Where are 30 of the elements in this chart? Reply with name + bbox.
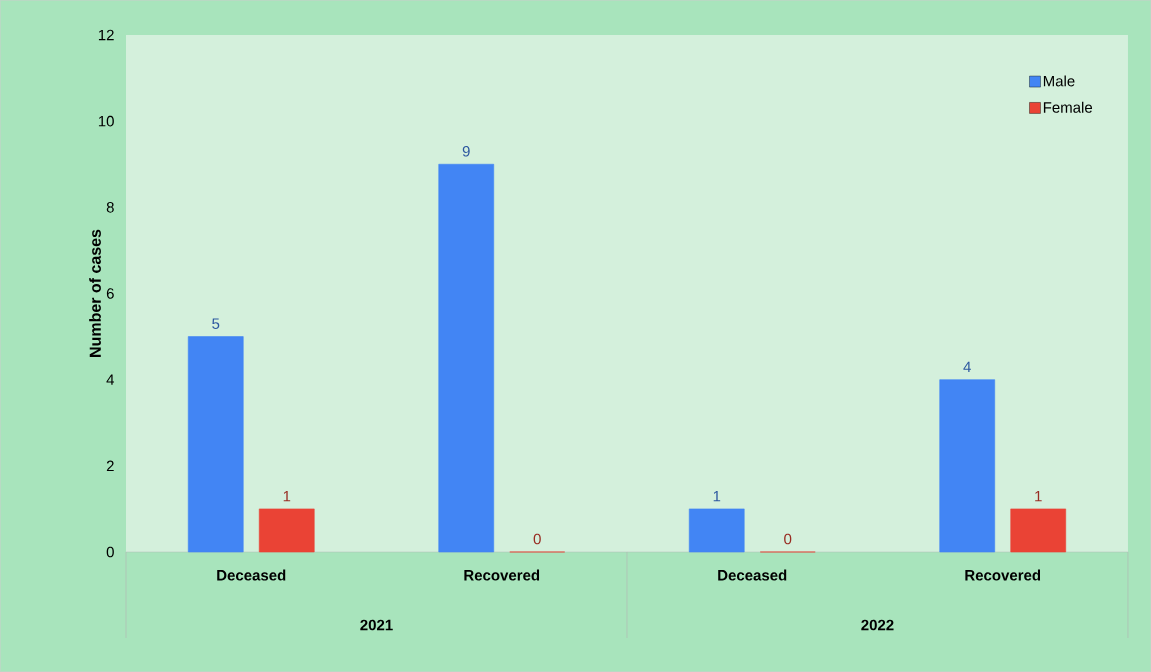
y-axis-title: Number of cases <box>89 229 101 357</box>
y-tick-label: 8 <box>106 202 114 213</box>
y-tick-label: 0 <box>106 546 114 558</box>
legend-label: Male <box>1043 75 1075 87</box>
x-tick-label: Recovered <box>464 569 540 581</box>
x-tick-label: Recovered <box>965 569 1041 581</box>
text: 2021 <box>360 619 393 631</box>
data-label: 0 <box>533 533 541 545</box>
data-label: 1 <box>1035 490 1042 502</box>
bar <box>187 336 244 553</box>
bar <box>939 379 996 553</box>
data-label: 9 <box>462 145 470 157</box>
y-tick-label: 6 <box>106 288 114 299</box>
y-tick-label: 4 <box>106 374 115 385</box>
y-tick-label: 10 <box>98 115 114 127</box>
text: 2022 <box>861 619 894 631</box>
bar <box>258 508 315 553</box>
data-label: 0 <box>784 533 792 545</box>
data-label: 4 <box>963 361 971 373</box>
data-label: 5 <box>212 318 220 329</box>
x-tick-label: Deceased <box>217 569 286 581</box>
x-tick-label: Deceased <box>718 569 787 581</box>
data-label: 1 <box>283 490 291 502</box>
y-tick-label: 2 <box>106 460 114 472</box>
bar <box>688 508 745 553</box>
legend-label: Female <box>1043 101 1093 113</box>
y-tick-label: 12 <box>98 29 114 41</box>
bar <box>438 163 495 553</box>
bar <box>1010 508 1067 553</box>
data-label: 1 <box>713 490 721 502</box>
